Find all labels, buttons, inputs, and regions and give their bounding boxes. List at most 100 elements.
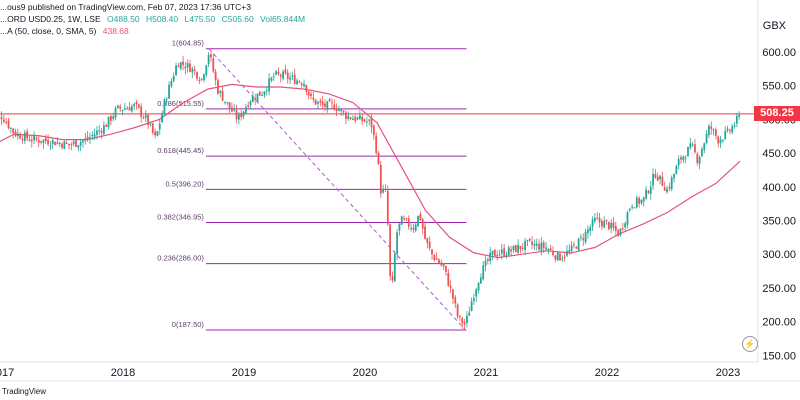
candle-body bbox=[352, 118, 354, 120]
candle-body bbox=[447, 272, 450, 286]
fib-level-label: 0.382(346.95) bbox=[157, 213, 204, 222]
candle-body bbox=[123, 108, 126, 110]
candle-body bbox=[533, 243, 536, 246]
candle-body bbox=[696, 153, 699, 163]
candle-body bbox=[505, 254, 508, 256]
candle-body bbox=[142, 117, 145, 119]
candle-body bbox=[128, 107, 131, 111]
candle-body bbox=[424, 226, 426, 239]
candle-body bbox=[701, 148, 703, 156]
candle-body bbox=[16, 133, 19, 137]
candle-body bbox=[177, 65, 180, 68]
candle-body bbox=[705, 133, 708, 144]
candle-body bbox=[240, 113, 243, 118]
candle-body bbox=[721, 139, 724, 141]
candle-body bbox=[582, 238, 585, 241]
close-value: C505.60 bbox=[221, 14, 254, 24]
symbol-legend: ...ORD USD0.25, 1W, LSE O488.50 H508.40 … bbox=[0, 14, 309, 24]
candle-body bbox=[144, 115, 147, 118]
candle-body bbox=[282, 71, 284, 79]
candle-body bbox=[712, 129, 715, 131]
candle-body bbox=[535, 243, 538, 246]
candle-body bbox=[517, 244, 520, 254]
x-tick-label: 2022 bbox=[595, 367, 619, 379]
candle-body bbox=[566, 250, 568, 256]
y-tick-label: 600.00 bbox=[762, 47, 796, 59]
candle-body bbox=[633, 207, 636, 209]
y-tick-label: 300.00 bbox=[762, 249, 796, 261]
candle-body bbox=[689, 143, 692, 148]
candle-body bbox=[217, 80, 219, 94]
candle-body bbox=[577, 238, 580, 251]
publish-info: ...ous9 published on TradingView.com, Fe… bbox=[0, 2, 251, 12]
candle-body bbox=[210, 54, 212, 58]
candle-body bbox=[603, 220, 606, 228]
candle-body bbox=[28, 139, 31, 141]
candle-body bbox=[37, 139, 40, 143]
candle-body bbox=[670, 177, 673, 190]
candle-body bbox=[556, 252, 559, 261]
sma-line bbox=[0, 83, 741, 259]
candle-body bbox=[277, 71, 280, 74]
y-tick-label: 250.00 bbox=[762, 283, 796, 295]
candle-body bbox=[514, 245, 517, 253]
candle-body bbox=[682, 156, 685, 161]
candle-body bbox=[598, 217, 601, 223]
candle-body bbox=[265, 90, 268, 92]
candle-body bbox=[91, 135, 94, 137]
candle-body bbox=[345, 112, 347, 119]
flash-icon[interactable]: ⚡ bbox=[742, 336, 758, 352]
candle-body bbox=[489, 252, 492, 262]
candle-body bbox=[640, 199, 643, 204]
candle-body bbox=[486, 259, 489, 261]
candle-body bbox=[147, 114, 150, 125]
candle-body bbox=[677, 159, 680, 166]
candle-body bbox=[270, 77, 273, 81]
candle-body bbox=[19, 134, 22, 139]
candle-body bbox=[396, 232, 399, 255]
candle-body bbox=[561, 258, 564, 260]
candle-body bbox=[414, 224, 417, 231]
candle-body bbox=[438, 259, 440, 264]
candle-body bbox=[656, 176, 659, 181]
candle-body bbox=[531, 241, 533, 245]
candle-body bbox=[205, 65, 208, 75]
candle-body bbox=[477, 282, 480, 291]
candle-body bbox=[389, 224, 392, 277]
candle-body bbox=[645, 189, 647, 199]
candle-body bbox=[496, 254, 499, 257]
fib-level-label: 0(187.50) bbox=[172, 320, 205, 329]
candle-body bbox=[368, 119, 371, 121]
x-tick-label: 2021 bbox=[474, 367, 498, 379]
candle-body bbox=[410, 228, 412, 230]
low-value: L475.50 bbox=[184, 14, 216, 24]
x-tick-label: 2017 bbox=[0, 367, 14, 379]
candle-body bbox=[328, 99, 331, 102]
candle-body bbox=[626, 212, 629, 225]
volume-value: Vol65.844M bbox=[260, 14, 306, 24]
candle-body bbox=[559, 253, 561, 261]
candle-body bbox=[307, 91, 310, 96]
candle-body bbox=[703, 143, 706, 151]
candle-body bbox=[154, 131, 157, 136]
candle-body bbox=[228, 102, 231, 109]
candle-body bbox=[116, 105, 119, 108]
candle-body bbox=[168, 84, 170, 99]
y-tick-label: 350.00 bbox=[762, 216, 796, 228]
candle-body bbox=[691, 144, 694, 146]
candle-body bbox=[100, 130, 103, 133]
high-value: H508.40 bbox=[146, 14, 179, 24]
candle-body bbox=[379, 164, 382, 194]
candle-body bbox=[652, 173, 654, 186]
x-tick-label: 2019 bbox=[232, 367, 256, 379]
x-tick-label: 2023 bbox=[716, 367, 740, 379]
candle-body bbox=[638, 197, 641, 204]
candle-body bbox=[456, 304, 459, 317]
candle-body bbox=[314, 99, 317, 105]
candle-body bbox=[247, 105, 250, 107]
candle-body bbox=[291, 75, 294, 77]
candle-body bbox=[212, 58, 215, 72]
candle-body bbox=[724, 130, 727, 140]
candle-body bbox=[547, 249, 550, 251]
